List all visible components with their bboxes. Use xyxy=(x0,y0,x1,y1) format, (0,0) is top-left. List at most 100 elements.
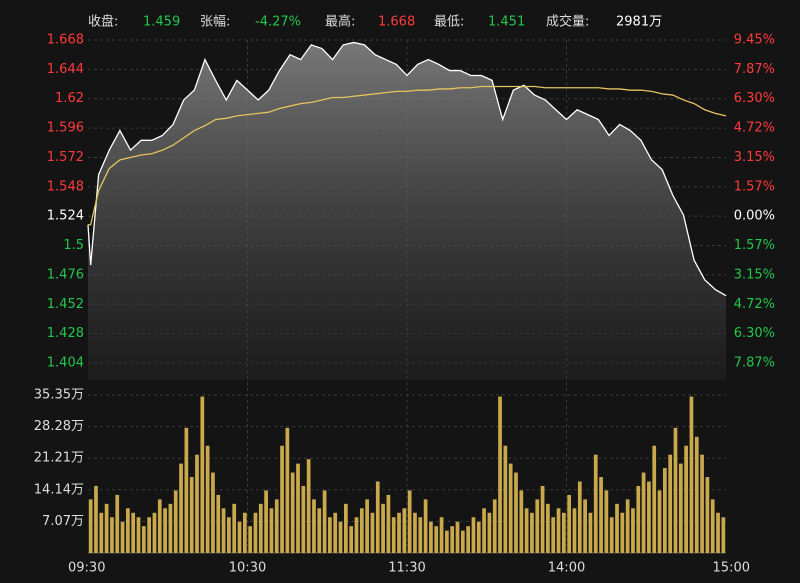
volume-bar xyxy=(450,526,455,553)
y-tick-label: 1.548 xyxy=(47,179,84,194)
volume-bar xyxy=(221,508,226,553)
volume-bar xyxy=(173,490,178,553)
volume-bar xyxy=(126,508,130,553)
volume-bar xyxy=(466,526,471,553)
volume-bar xyxy=(519,490,524,553)
volume-bar xyxy=(429,521,433,553)
volume-bar xyxy=(439,517,444,553)
volume-bar xyxy=(88,499,93,553)
volume-bar xyxy=(407,490,412,553)
stat-value: 1.668 xyxy=(378,15,415,30)
volume-bar xyxy=(641,472,646,553)
y-tick-label: 1.452 xyxy=(47,297,84,312)
volume-bar xyxy=(253,512,258,553)
volume-bar xyxy=(306,459,311,553)
volume-tick-label: 28.28万 xyxy=(34,419,84,434)
volume-bar xyxy=(487,512,492,553)
volume-bar xyxy=(588,512,593,553)
volume-bar xyxy=(716,512,720,553)
volume-bar xyxy=(455,521,460,553)
volume-bar xyxy=(147,517,152,553)
y2-tick-label: 9.45% xyxy=(734,33,775,48)
volume-bar xyxy=(375,481,380,553)
y-tick-label: 1.476 xyxy=(47,267,84,282)
y-tick-label: 1.644 xyxy=(47,62,84,77)
x-tick-label: 10:30 xyxy=(229,561,266,576)
volume-bar xyxy=(609,517,614,553)
volume-bar xyxy=(647,481,651,553)
volume-bar xyxy=(370,512,375,553)
volume-bar xyxy=(391,517,396,553)
volume-bar xyxy=(211,472,215,553)
volume-bar xyxy=(615,503,619,553)
volume-bar xyxy=(503,445,508,553)
x-tick-label: 11:30 xyxy=(388,561,425,576)
volume-bar xyxy=(567,494,572,553)
volume-tick-label: 35.35万 xyxy=(34,388,84,403)
y-tick-label: 1.5 xyxy=(63,238,84,253)
volume-bar xyxy=(301,485,306,553)
average-line xyxy=(88,85,727,226)
volume-bar xyxy=(662,468,667,553)
stat-label: 收盘: xyxy=(88,14,118,30)
y-tick-label: 1.62 xyxy=(55,91,84,106)
volume-bar xyxy=(189,477,194,553)
volume-bar xyxy=(333,512,338,553)
volume-bar xyxy=(402,508,407,553)
volume-bar xyxy=(184,427,189,553)
volume-bar xyxy=(274,499,279,553)
volume-bar xyxy=(546,503,550,553)
y2-tick-label: 7.87% xyxy=(734,356,775,371)
stat-label: 最低: xyxy=(434,15,464,30)
volume-bar xyxy=(551,517,556,553)
volume-bar xyxy=(269,508,274,553)
stat-label: 成交量: xyxy=(546,14,589,30)
y-tick-label: 1.428 xyxy=(47,326,84,341)
y-tick-label: 1.668 xyxy=(47,33,84,48)
x-tick-label: 14:00 xyxy=(548,561,585,576)
volume-bar xyxy=(413,512,417,553)
volume-bar xyxy=(168,503,173,553)
volume-bar xyxy=(673,427,678,553)
volume-bar xyxy=(599,477,603,553)
volume-bar xyxy=(216,494,221,553)
y2-tick-label: 6.30% xyxy=(734,91,775,106)
y-tick-label: 1.404 xyxy=(47,356,84,371)
price-line xyxy=(87,41,727,297)
volume-bar xyxy=(705,477,710,553)
volume-bar xyxy=(322,490,327,553)
y-tick-label: 1.572 xyxy=(47,150,84,165)
volume-bar xyxy=(131,512,136,553)
volume-bar xyxy=(328,517,332,553)
volume-bar xyxy=(386,494,391,553)
y2-tick-label: 4.72% xyxy=(734,297,775,312)
volume-bar xyxy=(700,454,704,553)
volume-bar xyxy=(540,485,545,553)
volume-bar xyxy=(141,526,146,553)
volume-bar xyxy=(312,499,316,553)
volume-bar xyxy=(561,512,566,553)
volume-bar xyxy=(604,490,609,553)
y2-tick-label: 7.87% xyxy=(734,62,775,77)
x-tick-label: 09:30 xyxy=(68,561,105,576)
stat-value: -4.27% xyxy=(255,15,301,30)
volume-bar xyxy=(115,494,120,553)
volume-bar xyxy=(694,436,699,553)
price-area xyxy=(88,42,726,381)
volume-bar xyxy=(317,508,322,553)
volume-bar xyxy=(631,508,635,553)
y-tick-label: 1.596 xyxy=(47,121,84,136)
volume-bar xyxy=(530,512,534,553)
volume-bar xyxy=(577,481,582,553)
volume-bar xyxy=(572,508,577,553)
volume-bar xyxy=(365,499,369,553)
volume-bar xyxy=(476,521,481,553)
y2-tick-label: 6.30% xyxy=(734,326,775,341)
volume-bar xyxy=(264,490,268,553)
y2-tick-label: 3.15% xyxy=(734,150,775,165)
volume-bar xyxy=(157,499,162,553)
volume-bar xyxy=(205,445,210,553)
volume-bar xyxy=(99,512,104,553)
volume-bar xyxy=(524,508,529,553)
